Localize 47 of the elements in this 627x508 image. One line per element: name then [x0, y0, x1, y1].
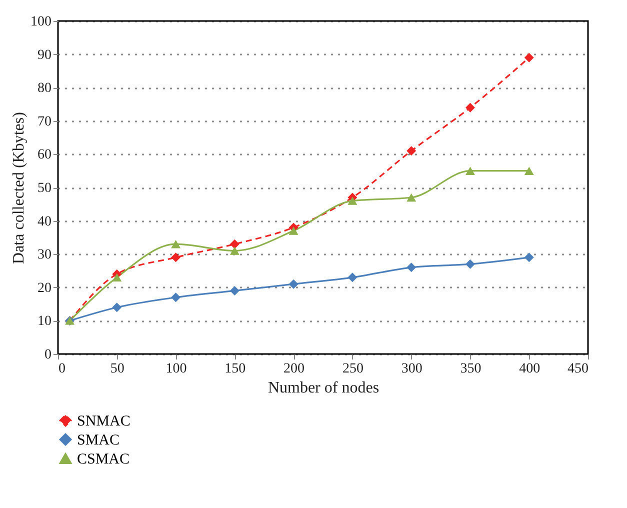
x-tick-label: 400: [519, 362, 540, 376]
legend-label: SMAC: [77, 432, 120, 448]
y-tick-label: 50: [38, 181, 52, 196]
point: [524, 166, 534, 175]
y-axis-title: Data collected (Kbytes): [10, 112, 28, 264]
y-tick-label: 80: [38, 81, 52, 96]
y-tick-label: 20: [38, 280, 52, 296]
point: [112, 273, 122, 282]
point: [524, 52, 534, 62]
point: [288, 226, 298, 235]
point: [524, 252, 534, 262]
point: [230, 239, 240, 249]
point: [465, 259, 475, 269]
point: [348, 272, 358, 282]
point: [112, 302, 122, 312]
point: [171, 252, 181, 262]
x-tick-label: 450: [568, 362, 588, 376]
x-tick-label: 250: [342, 362, 364, 376]
point: [406, 146, 416, 156]
y-tick-label: 40: [38, 214, 52, 230]
y-tick-label: 10: [38, 314, 52, 330]
point: [230, 246, 240, 255]
legend-label: SNMAC: [77, 414, 130, 430]
point: [465, 166, 475, 175]
point: [406, 193, 416, 202]
point: [288, 279, 298, 289]
x-tick-label: 200: [284, 362, 305, 376]
point: [171, 240, 181, 248]
x-tick-label: 150: [224, 362, 246, 376]
x-tick-label: 0: [58, 362, 66, 376]
x-tick-label: 300: [401, 362, 422, 376]
y-tick-label: 70: [38, 114, 52, 130]
point: [348, 196, 358, 205]
x-tick-label: 50: [110, 362, 124, 376]
y-tick-label: 90: [38, 48, 52, 63]
y-tick-label: 30: [38, 248, 52, 263]
point: [171, 292, 181, 302]
legend-label: CSMAC: [77, 452, 130, 468]
x-tick-label: 350: [460, 362, 482, 376]
y-tick-label: 60: [38, 148, 52, 163]
x-tick-label: 100: [166, 362, 187, 376]
y-tick-label: 100: [30, 14, 52, 30]
point: [230, 286, 240, 296]
point: [465, 102, 475, 112]
point: [406, 262, 416, 272]
x-axis-title: Number of nodes: [268, 380, 380, 396]
y-tick-label: 0: [44, 348, 52, 362]
